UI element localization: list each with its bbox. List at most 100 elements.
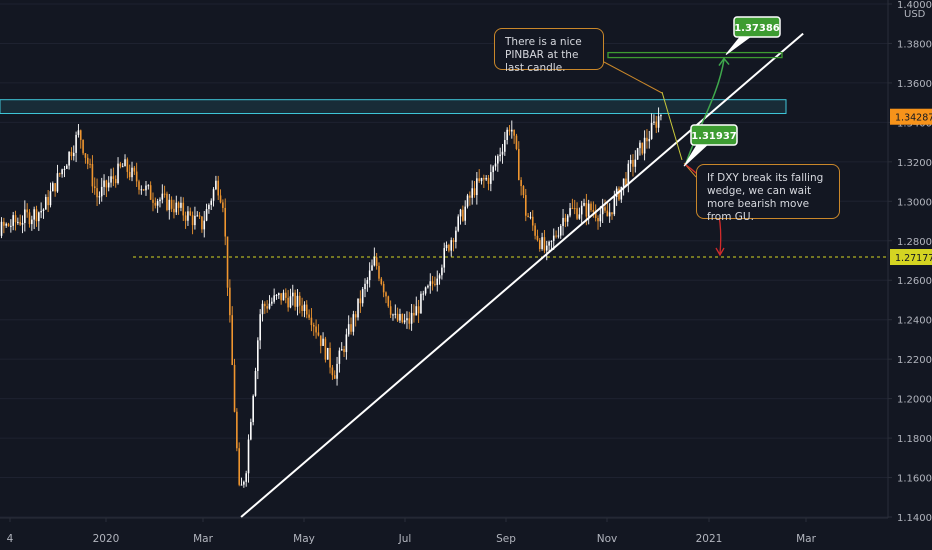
candle-body [618,188,620,200]
candle-body [403,320,406,323]
time-tick-label: Nov [597,533,618,545]
candle-body [63,168,66,170]
candle-body [194,215,196,226]
dxy-annotation[interactable]: If DXY break its falling wedge, we can w… [696,164,840,223]
candle-body [243,481,245,485]
candle-body [70,151,73,157]
candle-body [336,363,338,379]
candle-body [469,195,471,198]
candle-body [19,221,21,225]
bullish-arrowhead [718,57,730,67]
candle-body [562,217,564,226]
candle-body [326,347,329,360]
candle-body [550,240,553,242]
candle-body [641,142,644,154]
price-tick-label: 1.24000 [897,316,932,327]
candle-body [324,338,327,360]
candle-body [54,183,56,192]
pinbar-annotation-connector [603,61,663,94]
candle-body [266,306,268,309]
pinbar-to-entry-line [661,91,683,161]
candle-body [252,395,254,423]
candle-body [373,257,376,266]
pinbar-annotation[interactable]: There is a nice PINBAR at the last candl… [494,28,604,74]
candle-body [5,223,7,226]
candle-body [513,129,515,136]
price-tick-label: 1.26000 [897,276,932,287]
candle-body [147,185,150,187]
candle-body [450,240,453,251]
candle-body [284,292,287,298]
entry-price-label-pointer [683,144,708,167]
time-tick-label: Mar [796,533,816,545]
candle-body [569,208,571,216]
candle-body [21,222,24,225]
candle-body [212,189,215,201]
candle-body [508,129,511,132]
candle-body [308,314,310,318]
candle-body [382,284,385,293]
candle-body [392,314,394,316]
candle-body [648,138,651,142]
candle-body [131,167,133,178]
target-price-label-label: 1.37386 [734,23,780,34]
candle-body [515,135,518,149]
candle-body [580,205,583,215]
target-price-label: 1.37386 [725,16,781,55]
candle-body [431,281,434,284]
candle-body [552,235,555,241]
candle-body [445,244,448,249]
candle-body [655,121,658,128]
target-zone-box [607,51,783,59]
candle-body [224,207,227,237]
candle-body [548,241,550,246]
candle-body [534,225,536,236]
price-tick-label: 1.30000 [897,197,932,208]
candle-body [578,214,581,219]
candle-body [10,225,12,227]
candle-body [343,349,345,353]
candle-body [646,137,648,142]
candle-body [634,159,637,167]
candle-body [387,296,390,307]
candle-body [278,293,280,296]
candle-body [107,182,110,188]
candle-body [156,201,159,206]
support-trendline [240,32,804,518]
candle-body [282,292,285,301]
candle-body [364,283,366,290]
candle-body [371,265,373,271]
candle-body [529,216,532,218]
price-tick-label: 1.14000 [897,513,932,524]
candle-body [501,151,504,155]
candle-body [473,188,476,196]
candle-body [611,212,613,215]
time-tick-label: May [293,533,315,545]
candle-body [361,289,364,304]
candle-body [487,177,490,184]
candle-body [478,178,480,182]
candle-body [492,166,494,173]
price-tick-label: 1.16000 [897,474,932,485]
candle-body [608,212,611,217]
candle-body [545,245,548,251]
candle-body [625,178,627,186]
candle-body [485,177,487,180]
candle-body [173,208,175,213]
candle-body [126,159,129,172]
entry-price-label-label: 1.31937 [691,131,737,142]
candle-body [399,314,401,321]
candle-body [597,217,599,222]
candle-body [128,171,131,178]
candle-body [436,278,439,285]
candle-body [124,159,126,167]
candle-body [191,215,194,226]
candle-body [422,293,425,295]
candle-body [564,217,567,222]
candle-body [68,151,70,166]
candle-body [443,248,446,268]
candle-body [91,163,94,187]
candle-body [117,163,119,184]
candle-body [413,312,415,316]
